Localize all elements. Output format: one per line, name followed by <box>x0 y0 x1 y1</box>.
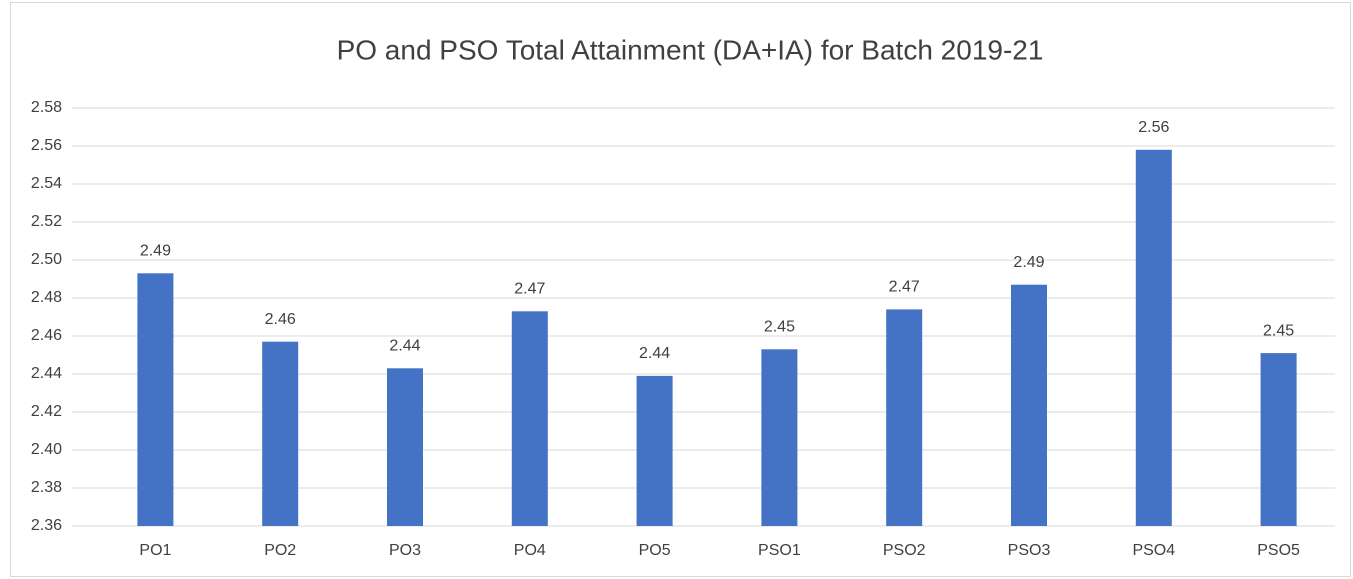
chart-title: PO and PSO Total Attainment (DA+IA) for … <box>337 34 1044 65</box>
y-tick-label: 2.36 <box>31 517 62 534</box>
x-tick-label: PSO4 <box>1132 542 1175 559</box>
x-tick-label: PO2 <box>264 542 296 559</box>
data-label: 2.45 <box>764 319 795 336</box>
bar <box>761 349 798 526</box>
x-tick-label: PO4 <box>514 542 546 559</box>
bar <box>1011 284 1047 526</box>
y-tick-label: 2.50 <box>31 251 62 268</box>
y-tick-label: 2.48 <box>31 289 62 306</box>
y-tick-label: 2.46 <box>31 327 62 344</box>
x-tick-label: PSO2 <box>883 542 926 559</box>
data-label: 2.47 <box>514 281 545 298</box>
data-label: 2.45 <box>1263 322 1294 339</box>
x-tick-label: PSO1 <box>758 542 801 559</box>
data-label: 2.49 <box>1013 254 1044 271</box>
y-tick-label: 2.42 <box>31 403 62 420</box>
bar <box>511 311 548 526</box>
data-label: 2.49 <box>140 243 171 260</box>
bar <box>886 309 923 526</box>
data-label: 2.46 <box>265 311 296 328</box>
x-tick-label: PO3 <box>389 542 421 559</box>
bar <box>1135 149 1172 527</box>
bar <box>262 341 299 526</box>
data-label: 2.47 <box>889 279 920 296</box>
bar <box>137 273 174 526</box>
data-label: 2.44 <box>389 338 420 355</box>
y-tick-label: 2.44 <box>31 365 62 382</box>
y-tick-label: 2.58 <box>31 99 62 116</box>
x-tick-label: PSO5 <box>1257 542 1300 559</box>
y-tick-label: 2.54 <box>31 175 62 192</box>
bar <box>636 375 673 526</box>
x-tick-label: PSO3 <box>1008 542 1051 559</box>
y-tick-label: 2.38 <box>31 479 62 496</box>
y-tick-label: 2.56 <box>31 137 62 154</box>
data-label: 2.44 <box>639 345 670 362</box>
x-tick-label: PO1 <box>139 542 171 559</box>
bar <box>387 368 423 526</box>
data-label: 2.56 <box>1138 119 1169 136</box>
chart-border <box>10 2 1351 577</box>
y-tick-label: 2.52 <box>31 213 62 230</box>
x-tick-label: PO5 <box>639 542 671 559</box>
bar <box>1260 353 1297 526</box>
y-tick-label: 2.40 <box>31 441 62 458</box>
